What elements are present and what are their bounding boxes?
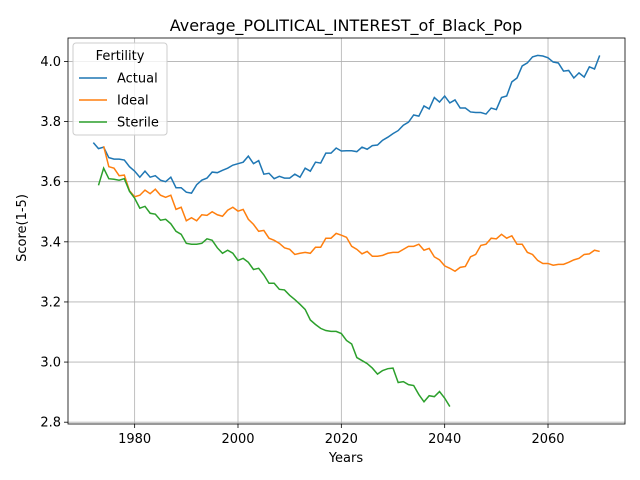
legend-title: Fertility [96,49,145,64]
y-tick-label: 4.0 [40,55,61,70]
legend-label: Sterile [117,116,159,131]
x-tick-label: 2000 [221,432,254,447]
x-tick-label: 2060 [531,432,564,447]
y-axis-label: Score(1-5) [15,194,30,262]
legend-box [72,42,168,136]
y-tick-label: 2.8 [40,416,61,431]
chart-title: Average_POLITICAL_INTEREST_of_Black_Pop [170,16,523,36]
y-tick-label: 3.6 [40,175,61,190]
x-tick-label: 1980 [118,432,151,447]
plot-frame [67,37,626,425]
x-tick-label: 2020 [325,432,358,447]
legend-label: Actual [117,72,158,87]
data-line [102,146,600,273]
y-tick-label: 3.4 [40,235,61,250]
data-line [97,166,451,407]
y-tick-label: 3.2 [40,295,61,310]
legend-label: Ideal [117,94,149,109]
x-tick-label: 2040 [428,432,461,447]
x-axis-label: Years [328,451,364,466]
y-tick-label: 3.0 [40,356,61,371]
data-line [92,54,601,194]
y-tick-label: 3.8 [40,115,61,130]
